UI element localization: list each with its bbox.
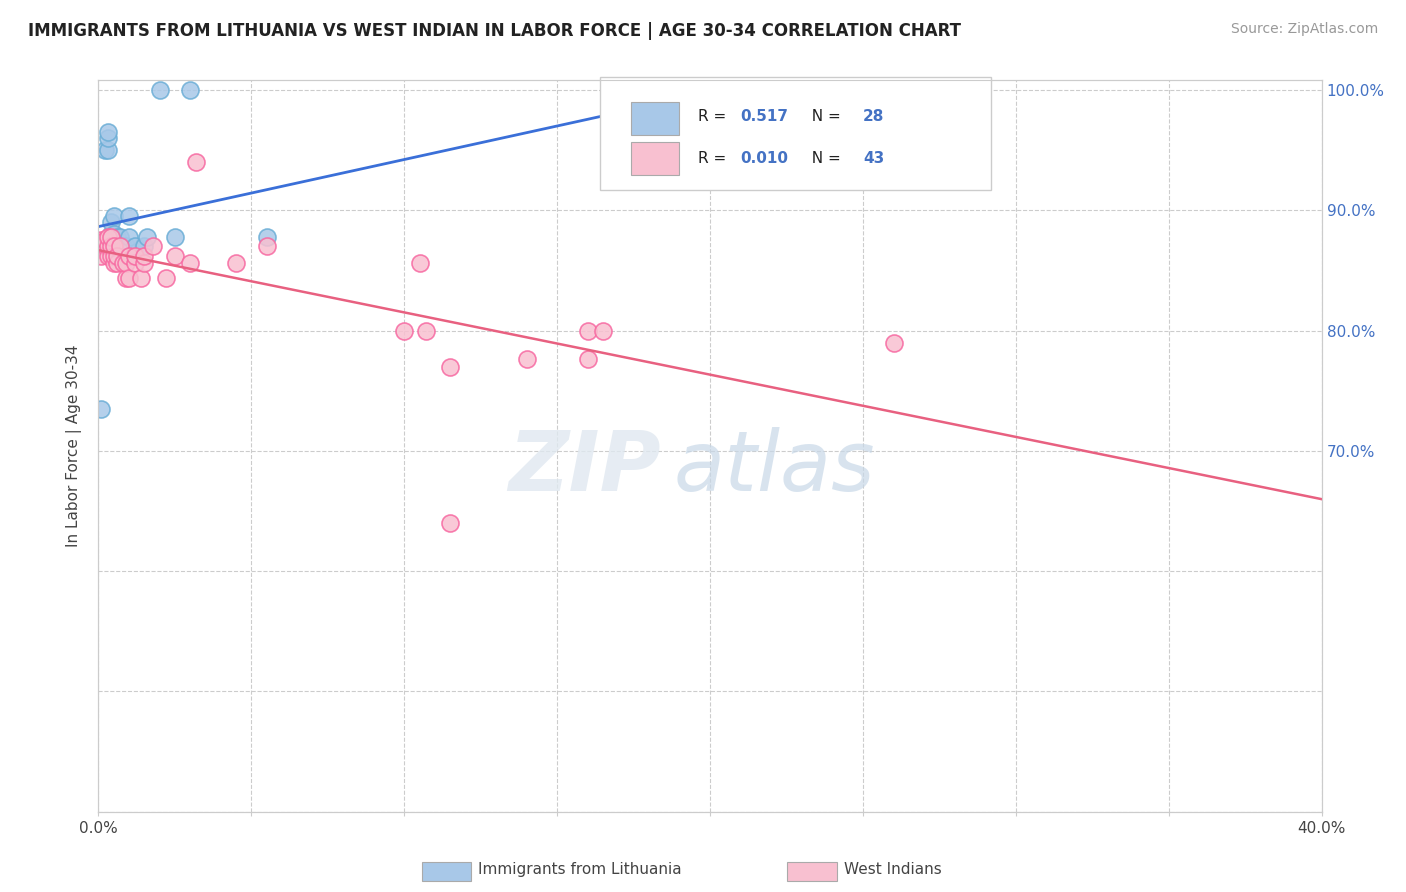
- Point: [100, 239, 122, 253]
- Point: [136, 229, 159, 244]
- Point: [115, 256, 138, 270]
- Point: [90, 239, 112, 253]
- Point: [100, 249, 122, 263]
- Point: [142, 239, 165, 253]
- Point: [186, 155, 208, 169]
- Point: [103, 256, 125, 270]
- Point: [103, 249, 125, 263]
- FancyBboxPatch shape: [600, 77, 991, 190]
- Text: 0.517: 0.517: [741, 110, 789, 124]
- Point: [439, 516, 461, 530]
- Point: [97, 125, 120, 139]
- Point: [124, 239, 146, 253]
- Point: [105, 239, 128, 253]
- Point: [100, 229, 122, 244]
- FancyBboxPatch shape: [630, 103, 679, 136]
- Point: [103, 239, 125, 253]
- Point: [103, 239, 125, 253]
- Point: [118, 209, 141, 223]
- Point: [90, 249, 112, 263]
- Point: [163, 249, 186, 263]
- Point: [134, 239, 156, 253]
- Point: [124, 256, 146, 270]
- Point: [103, 227, 125, 242]
- Point: [134, 256, 156, 270]
- Point: [730, 83, 752, 97]
- Point: [118, 270, 141, 285]
- Point: [97, 131, 120, 145]
- Point: [576, 324, 599, 338]
- Text: 43: 43: [863, 151, 884, 166]
- Point: [256, 239, 278, 253]
- Point: [93, 143, 115, 157]
- FancyBboxPatch shape: [630, 143, 679, 176]
- Point: [93, 239, 115, 253]
- Text: R =: R =: [697, 151, 731, 166]
- Text: West Indians: West Indians: [844, 863, 942, 877]
- Text: atlas: atlas: [673, 427, 875, 508]
- Text: 0.010: 0.010: [741, 151, 789, 166]
- Point: [105, 256, 128, 270]
- Point: [576, 352, 599, 367]
- Point: [108, 239, 131, 253]
- Text: IMMIGRANTS FROM LITHUANIA VS WEST INDIAN IN LABOR FORCE | AGE 30-34 CORRELATION : IMMIGRANTS FROM LITHUANIA VS WEST INDIAN…: [28, 22, 962, 40]
- Point: [392, 324, 416, 338]
- Point: [408, 256, 430, 270]
- Point: [111, 239, 134, 253]
- Text: 28: 28: [863, 110, 884, 124]
- Y-axis label: In Labor Force | Age 30-34: In Labor Force | Age 30-34: [66, 344, 83, 548]
- Point: [134, 249, 156, 263]
- Point: [439, 359, 461, 374]
- Point: [108, 229, 131, 244]
- Point: [103, 209, 125, 223]
- Point: [115, 239, 138, 253]
- Text: Source: ZipAtlas.com: Source: ZipAtlas.com: [1230, 22, 1378, 37]
- Point: [155, 270, 177, 285]
- Text: Immigrants from Lithuania: Immigrants from Lithuania: [478, 863, 682, 877]
- Point: [90, 401, 112, 416]
- Point: [93, 233, 115, 247]
- Point: [129, 270, 152, 285]
- Point: [163, 229, 186, 244]
- Point: [179, 256, 201, 270]
- Point: [97, 143, 120, 157]
- Point: [118, 229, 141, 244]
- Point: [124, 249, 146, 263]
- Point: [100, 227, 122, 242]
- Text: N =: N =: [801, 110, 845, 124]
- Point: [90, 233, 112, 247]
- Point: [105, 249, 128, 263]
- Text: ZIP: ZIP: [509, 427, 661, 508]
- Point: [256, 229, 278, 244]
- Point: [100, 239, 122, 253]
- Point: [105, 229, 128, 244]
- Point: [97, 249, 120, 263]
- Point: [111, 249, 134, 263]
- Point: [115, 270, 138, 285]
- Point: [592, 324, 614, 338]
- Point: [225, 256, 247, 270]
- Point: [516, 352, 538, 367]
- Point: [415, 324, 437, 338]
- Point: [179, 83, 201, 97]
- Point: [883, 335, 905, 350]
- Point: [149, 83, 172, 97]
- Point: [97, 239, 120, 253]
- Text: R =: R =: [697, 110, 731, 124]
- Point: [97, 229, 120, 244]
- Text: N =: N =: [801, 151, 845, 166]
- Point: [118, 249, 141, 263]
- Point: [111, 256, 134, 270]
- Point: [100, 215, 122, 229]
